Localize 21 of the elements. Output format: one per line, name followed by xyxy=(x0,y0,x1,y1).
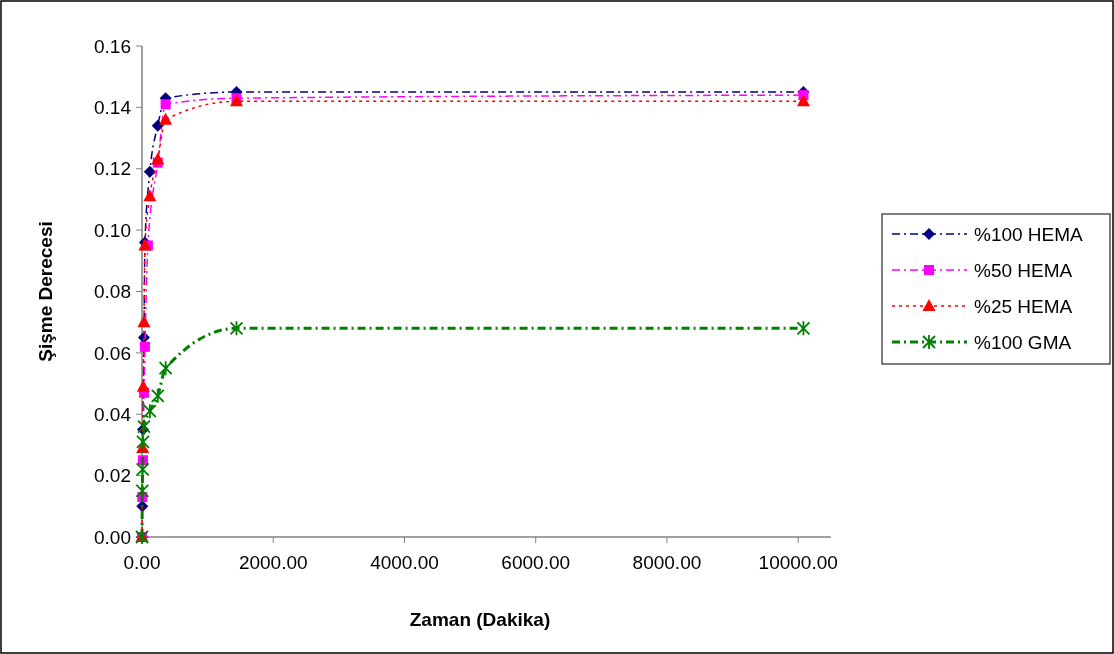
y-tick-label: 0.08 xyxy=(94,281,131,303)
x-tick-label: 4000.00 xyxy=(370,552,439,573)
legend-label: %25 HEMA xyxy=(974,295,1073,317)
y-tick-label: 0.02 xyxy=(94,465,131,487)
y-tick-label: 0.00 xyxy=(94,526,131,548)
y-tick-label: 0.14 xyxy=(94,97,132,119)
y-axis-title: Şişme Derecesi xyxy=(35,221,56,362)
y-tick-label: 0.12 xyxy=(94,158,131,180)
legend-label: %50 HEMA xyxy=(974,259,1073,281)
x-tick-label: 8000.00 xyxy=(632,552,702,573)
y-tick-label: 0.10 xyxy=(94,219,131,241)
x-tick-label: 2000.00 xyxy=(238,552,308,573)
y-tick-label: 0.06 xyxy=(94,342,131,364)
legend-label: %100 GMA xyxy=(974,331,1072,353)
x-tick-label: 6000.00 xyxy=(501,552,571,573)
y-tick-label: 0.04 xyxy=(94,403,132,425)
x-axis-title: Zaman (Dakika) xyxy=(409,609,551,630)
legend-label: %100 HEMA xyxy=(974,223,1084,245)
x-tick-label: 10000.00 xyxy=(758,552,838,573)
x-tick-label: 0.00 xyxy=(123,552,161,573)
y-tick-label: 0.16 xyxy=(94,35,131,57)
